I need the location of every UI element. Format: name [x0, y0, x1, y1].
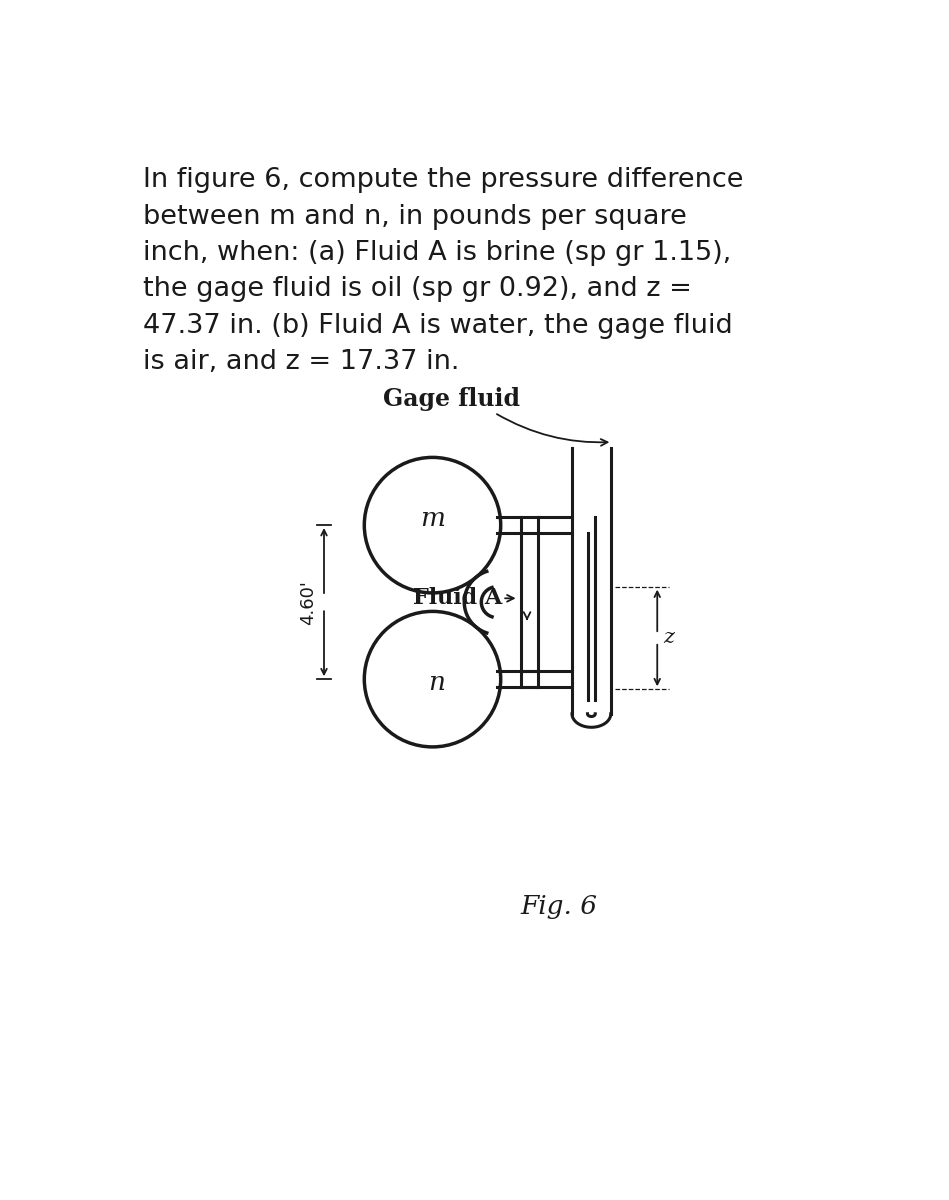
Text: m: m	[420, 506, 445, 532]
Text: Gage fluid: Gage fluid	[383, 388, 520, 412]
Text: Fig. 6: Fig. 6	[520, 894, 597, 919]
Text: n: n	[428, 671, 445, 696]
Text: Fluid A: Fluid A	[413, 587, 502, 610]
Text: 4.60': 4.60'	[300, 580, 318, 624]
Text: In figure 6, compute the pressure difference
between m and n, in pounds per squa: In figure 6, compute the pressure differ…	[143, 167, 744, 376]
Text: z: z	[663, 629, 675, 648]
